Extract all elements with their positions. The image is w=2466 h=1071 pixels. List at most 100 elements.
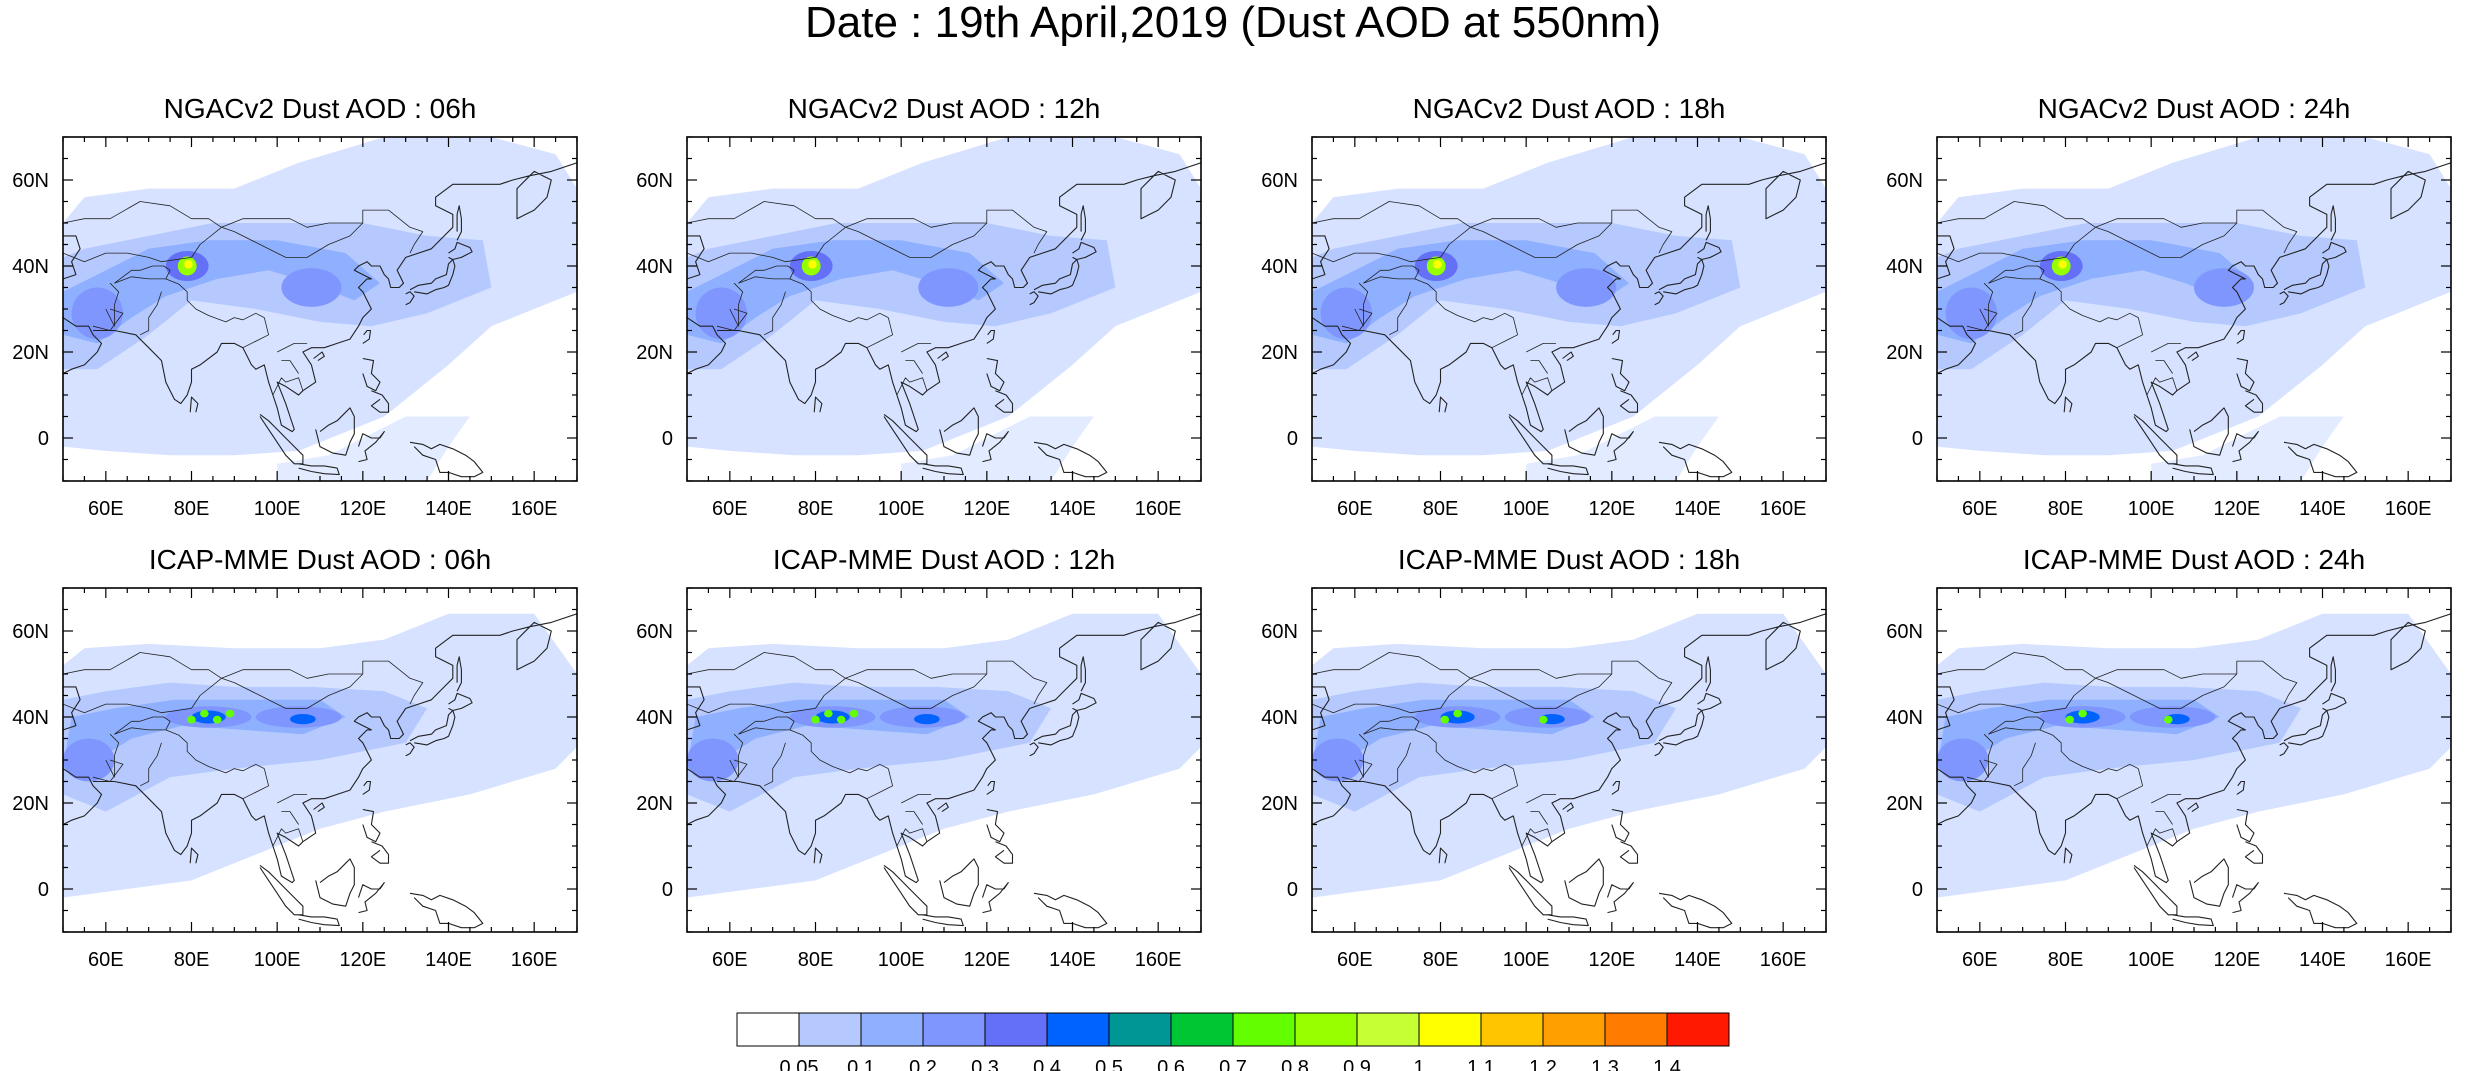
dust-core-central [918,268,979,307]
country-border [789,278,889,323]
country-border [281,811,299,825]
coastline [63,235,81,280]
coastlines [63,162,577,481]
colorbar-label: 0.5 [1095,1057,1123,1071]
country-border [2146,377,2178,396]
coastline [986,357,1005,392]
country-border [221,218,363,228]
country-border [1312,652,1471,679]
country-border [1521,377,1553,396]
coastline [2283,441,2358,478]
coastline [717,162,1201,433]
coastline [1312,235,1330,280]
dust-core-west [63,738,115,782]
country-border [165,278,265,323]
country-border [92,759,124,782]
lat-tick-label: 40N [1886,707,1923,729]
colorbar-box [860,1012,924,1047]
country-border [272,828,304,847]
country-border [789,729,889,774]
country-border [105,733,120,778]
lon-tick-label: 140E [1674,949,1721,971]
lon-tick-label: 140E [1049,498,1096,520]
country-border [277,794,308,804]
dust-field-elevated [1937,240,2254,344]
country-border [763,291,786,336]
coastline [981,882,1009,914]
country-border [1312,252,1441,263]
dust-core-west [1312,738,1364,782]
colorbar-label: 0.7 [1219,1057,1247,1071]
coastline [1658,892,1733,929]
country-border [1491,317,1518,349]
country-border [1937,703,2066,714]
dust-peak-inner [184,259,193,269]
coastline [1033,258,1080,295]
country-border [221,669,363,679]
coastline [994,841,1014,864]
country-border [1470,218,1612,228]
country-border [687,252,816,263]
country-border [63,201,222,228]
colorbar-label: 0.6 [1157,1057,1185,1071]
country-border [716,308,748,331]
coastline [1619,841,1639,864]
coastline [1658,441,1733,478]
dust-core-west [695,287,747,340]
coastline [313,351,325,362]
lat-tick-label: 20N [1886,793,1923,815]
country-border [905,811,923,825]
coastline [939,407,979,456]
colorbar-label: 1.3 [1591,1057,1619,1071]
colorbar-label: 0.1 [847,1057,875,1071]
dust-field-elevated [687,240,1004,344]
colorbar-label: 0.9 [1343,1057,1371,1071]
panel-title: NGACv2 Dust AOD : 12h [787,93,1101,124]
dust-peak-cell [1539,715,1548,724]
coastline [717,613,1201,884]
coastline [813,396,823,413]
lon-tick-label: 60E [1337,949,1373,971]
lat-tick-label: 60N [12,170,49,192]
dust-peak-inner [2058,259,2067,269]
map-content [63,137,577,481]
lon-tick-label: 80E [1423,949,1459,971]
colorbar-box [1418,1012,1482,1047]
coastline [1611,329,1621,344]
lat-tick-label: 20N [12,342,49,364]
country-border [1354,282,1369,327]
coastline [313,802,325,813]
map-content [1312,137,1826,481]
coastline [2187,351,2199,362]
country-border [896,828,928,847]
lon-tick-label: 60E [1962,498,1998,520]
dust-aod-map: 60E 80E 100E 120E 140E 160E 60N 40N 20N 0 [1886,587,2452,971]
country-border [1530,360,1548,374]
dust-field-south [1526,416,1719,481]
country-border [1341,308,1373,331]
lat-tick-label: 0 [38,879,49,901]
coastline [2063,847,2073,864]
lat-tick-label: 0 [1912,879,1923,901]
country-border [165,729,265,774]
coastline [409,258,456,295]
dust-peak-cell [849,709,859,718]
colorbar-label: 1 [1413,1057,1424,1071]
country-border [738,716,795,735]
coastlines [1312,613,1826,932]
coastline [1564,407,1604,456]
colorbar-box [1170,1012,1234,1047]
lat-tick-label: 40N [12,707,49,729]
country-border [2155,811,2173,825]
coastlines [1937,162,2451,481]
colorbar-label: 1.4 [1653,1057,1681,1071]
dust-field-elevated [1312,240,1629,344]
country-border [1979,282,1994,327]
colorbar-label: 1.2 [1529,1057,1557,1071]
colorbar-box [1232,1012,1296,1047]
lon-tick-label: 100E [2128,498,2175,520]
lat-tick-label: 60N [636,621,673,643]
country-border [2146,828,2178,847]
country-border [729,733,744,778]
panel-title: NGACv2 Dust AOD : 24h [2037,93,2351,124]
